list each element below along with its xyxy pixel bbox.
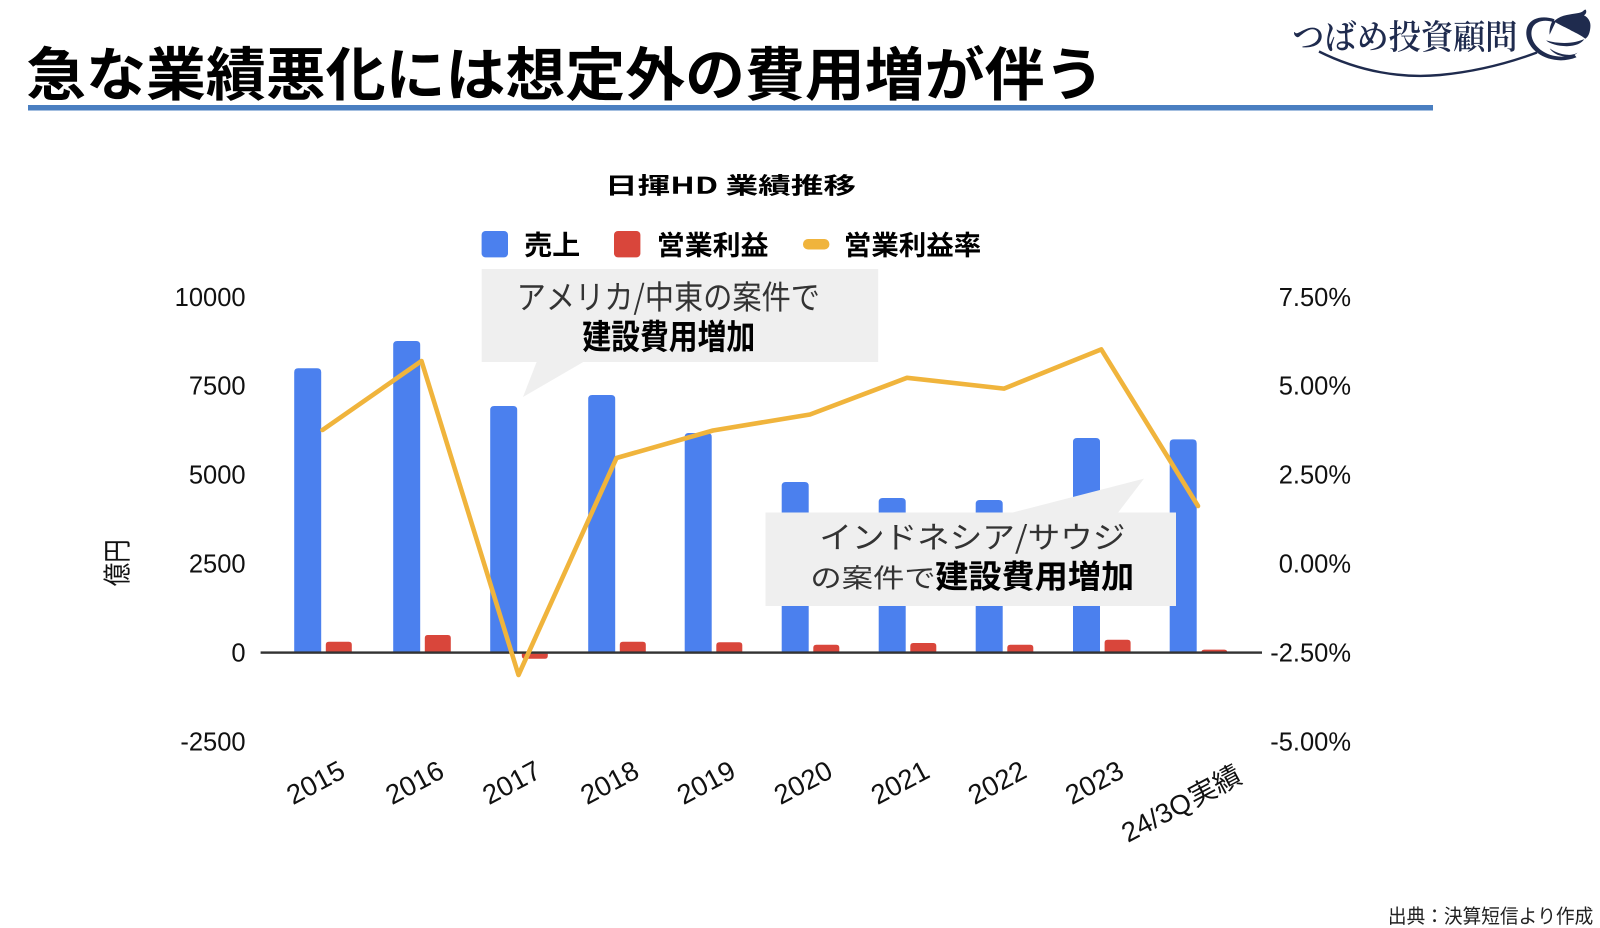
svg-text:-2500: -2500 [180,729,245,757]
svg-text:5000: 5000 [189,462,246,490]
svg-text:0: 0 [231,640,245,668]
svg-text:2017: 2017 [477,754,546,810]
svg-text:2018: 2018 [575,754,644,810]
svg-text:0.00%: 0.00% [1279,551,1351,579]
svg-text:24/3Q: 24/3Q [1116,786,1197,849]
svg-text:2019: 2019 [672,754,741,810]
svg-text:2022: 2022 [963,754,1032,810]
svg-text:2021: 2021 [866,754,935,810]
svg-text:2023: 2023 [1060,754,1129,810]
svg-text:-2.50%: -2.50% [1270,640,1351,668]
svg-text:2015: 2015 [281,754,350,810]
svg-text:2016: 2016 [380,754,449,810]
svg-text:5.00%: 5.00% [1279,373,1351,401]
svg-text:-5.00%: -5.00% [1270,729,1351,757]
svg-text:2.50%: 2.50% [1279,462,1351,490]
svg-text:2500: 2500 [189,551,246,579]
svg-text:7.50%: 7.50% [1279,284,1351,312]
svg-text:2020: 2020 [769,754,838,810]
svg-text:10000: 10000 [175,284,246,312]
svg-text:7500: 7500 [189,373,246,401]
